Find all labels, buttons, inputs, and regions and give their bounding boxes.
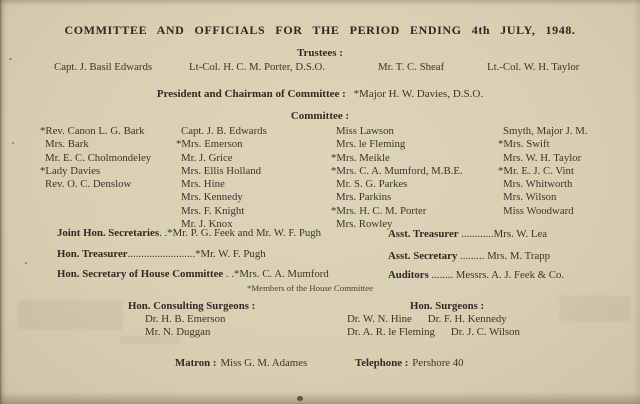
official-label: Hon. Treasurer — [57, 248, 128, 260]
committee-member: *Mrs. H. C. M. Porter — [331, 204, 427, 217]
committee-member: *Mrs. C. A. Mumford, M.B.E. — [331, 164, 463, 177]
official-row-hon-treasurer: Hon. Treasurer.........................*… — [57, 248, 266, 260]
leader-dots: . . — [159, 227, 168, 239]
matron-line: Matron : Miss G. M. Adames — [175, 357, 307, 369]
ink-speck — [25, 262, 27, 264]
committee-member: Mrs. Parkins — [336, 191, 392, 204]
committee-column-4: Smyth, Major J. M. *Mrs. Swift Mrs. W. H. … — [498, 125, 588, 218]
matron-name: Miss G. M. Adames — [220, 357, 308, 369]
committee-column-3: Miss Lawson Mrs. le Fleming *Mrs. Meikle *M… — [331, 125, 463, 231]
committee-heading: Committee : — [290, 110, 350, 122]
committee-member: Mrs. Bark — [45, 138, 89, 151]
leader-dots: ......... — [457, 250, 488, 262]
committee-member: Mrs. Hine — [181, 178, 225, 191]
leader-dots: . . — [223, 268, 235, 280]
committee-member: *Mrs. Swift — [498, 138, 550, 151]
leader-dots: ......................... — [127, 248, 196, 260]
committee-member: Mr. S. G. Parkes — [336, 178, 408, 191]
committee-member: Mr. J. Grice — [181, 151, 233, 164]
show-through-text — [560, 296, 630, 322]
committee-member: Mrs. Rowley — [336, 218, 393, 231]
trustees-name-row: Capt. J. Basil Edwards Lt-Col. H. C. M. P… — [0, 61, 640, 75]
matron-label: Matron : — [175, 357, 217, 369]
committee-member: Mrs. le Fleming — [336, 138, 406, 151]
committee-member: Capt. J. B. Edwards — [181, 125, 267, 137]
ink-speck — [12, 142, 14, 144]
official-row-auditors: Auditors ........ Messrs. A. J. Feek & C… — [388, 269, 564, 281]
surgeon-name: Dr. A. R. le Fleming — [347, 326, 435, 338]
president-line: President and Chairman of Committee : *M… — [0, 88, 640, 100]
committee-member: Mrs. Whitworth — [503, 178, 573, 191]
president-name: *Major H. W. Davies, D.S.O. — [353, 88, 484, 100]
surgeon-name-row: Dr. A. R. le Fleming Dr. J. C. Wilson — [347, 326, 520, 339]
surgeon-name: Mr. N. Duggan — [145, 326, 211, 338]
trustee-name: Lt.-Col. W. H. Taylor — [487, 61, 580, 73]
committee-member: Mr. E. C. Cholmondeley — [45, 151, 152, 164]
committee-member: Miss Woodward — [503, 204, 574, 217]
official-value: *Mrs. C. A. Mumford — [234, 268, 329, 280]
president-label: President and Chairman of Committee : — [156, 88, 346, 100]
hon-consulting-surgeons-names: Dr. H. B. Emerson Mr. N. Duggan — [145, 313, 225, 339]
committee-member: *Mrs. Emerson — [176, 138, 243, 151]
surgeon-name: Dr. J. C. Wilson — [450, 326, 520, 338]
official-label: Auditors — [388, 269, 429, 281]
official-value: Mrs. W. Lea — [493, 228, 548, 240]
official-label: Hon. Secretary of House Committee — [57, 268, 224, 280]
committee-member: Smyth, Major J. M. — [503, 125, 588, 137]
surgeon-name: Dr. H. B. Emerson — [145, 313, 226, 325]
committee-member: Mrs. Ellis Holland — [181, 164, 262, 177]
official-value: *Mr. P. G. Feek and Mr. W. F. Pugh — [167, 227, 322, 239]
committee-member: Mrs. F. Knight — [181, 204, 245, 217]
surgeon-name: Dr. F. H. Kennedy — [427, 313, 507, 325]
official-row-hon-secretary-house-committee: Hon. Secretary of House Committee . .*Mr… — [57, 268, 329, 280]
telephone-line: Telephone : Pershore 40 — [355, 357, 464, 369]
surgeon-name-row: Dr. W. N. Hine Dr. F. H. Kennedy — [347, 313, 520, 326]
telephone-number: Pershore 40 — [412, 357, 464, 369]
telephone-label: Telephone : — [355, 357, 409, 369]
committee-member: *Rev. Canon L. G. Bark — [40, 125, 145, 137]
ink-speck — [297, 396, 303, 401]
committee-member: Mrs. Kennedy — [181, 191, 243, 204]
page-title: COMMITTEE AND OFFICIALS FOR THE PERIOD E… — [64, 23, 576, 37]
trustee-name: Mr. T. C. Sheaf — [378, 61, 445, 73]
committee-member: *Mrs. Meikle — [331, 151, 390, 164]
committee-column-1: *Rev. Canon L. G. Bark Mrs. Bark Mr. E. C.… — [40, 125, 151, 191]
page-top-edge-shadow — [0, 0, 640, 6]
leader-dots: ............ — [458, 228, 494, 240]
surgeon-name: Dr. W. N. Hine — [347, 313, 412, 325]
ink-speck — [9, 58, 12, 60]
committee-member: Mr. J. Knox — [181, 218, 233, 231]
leader-dots: ........ — [428, 269, 456, 281]
house-committee-footnote: *Members of the House Committee — [246, 283, 374, 293]
trustees-heading: Trustees : — [297, 47, 343, 59]
official-label: Asst. Secretary — [388, 250, 458, 262]
official-row-asst-secretary: Asst. Secretary ......... Mrs. M. Trapp — [388, 250, 550, 262]
trustee-name: Lt-Col. H. C. M. Porter, D.S.O. — [189, 61, 326, 73]
official-value: Messrs. A. J. Feek & Co. — [455, 269, 565, 281]
committee-column-2: Capt. J. B. Edwards *Mrs. Emerson Mr. J. G… — [176, 125, 267, 231]
official-row-joint-hon-secretaries: Joint Hon. Secretaries. .*Mr. P. G. Feek… — [57, 227, 321, 239]
committee-member: *Mr. E. J. C. Vint — [498, 164, 574, 177]
committee-member: Rev. O. C. Denslow — [45, 178, 132, 191]
committee-member: Miss Lawson — [336, 125, 394, 137]
official-row-asst-treasurer: Asst. Treasurer ............Mrs. W. Lea — [388, 228, 547, 240]
official-value: Mrs. M. Trapp — [487, 250, 551, 262]
trustee-name: Capt. J. Basil Edwards — [54, 61, 153, 73]
hon-surgeons-names: Dr. W. N. Hine Dr. F. H. Kennedy Dr. A. R… — [347, 313, 520, 339]
hon-consulting-surgeons-heading: Hon. Consulting Surgeons : — [128, 300, 256, 312]
committee-member: Mrs. Wilson — [503, 191, 557, 204]
show-through-text — [120, 336, 180, 344]
page-bottom-edge-shadow — [0, 392, 640, 404]
show-through-text — [18, 300, 123, 330]
committee-member: Mrs. W. H. Taylor — [503, 151, 582, 164]
official-value: *Mr. W. F. Pugh — [195, 248, 266, 260]
committee-member: *Lady Davies — [40, 164, 101, 177]
official-label: Joint Hon. Secretaries — [57, 227, 160, 239]
official-label: Asst. Treasurer — [388, 228, 459, 240]
hon-surgeons-heading: Hon. Surgeons : — [410, 300, 485, 312]
